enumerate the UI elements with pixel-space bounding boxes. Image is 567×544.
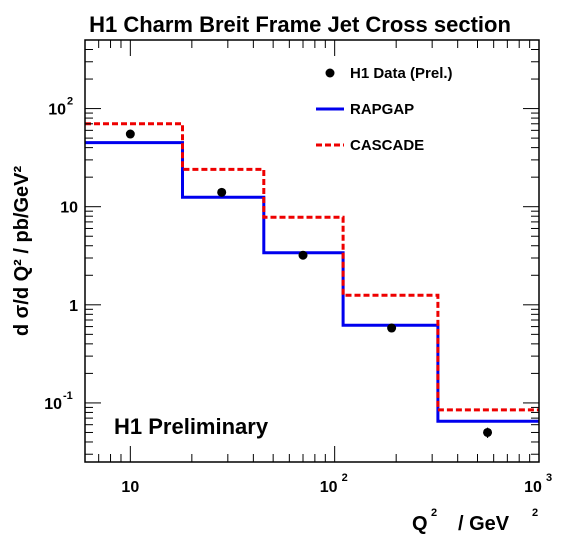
x-tick-label: 10 3 (524, 472, 552, 496)
y-tick-label: 10 (60, 200, 78, 217)
x-axis-label-sup: 2 (431, 507, 437, 519)
svg-text:10: 10 (44, 396, 62, 413)
series-cascade-line (85, 122, 539, 412)
svg-text:10: 10 (60, 200, 78, 217)
y-tick-label: 10 -1 (44, 390, 73, 413)
x-tick-label: 10 2 (320, 472, 348, 496)
legend-label: H1 Data (Prel.) (350, 65, 453, 82)
x-axis-label-base: Q (412, 513, 428, 535)
annotation-h1-preliminary: H1 Preliminary (114, 414, 269, 439)
data-point (483, 427, 493, 437)
y-tick-label: 1 (69, 298, 78, 315)
svg-text:-1: -1 (63, 390, 73, 402)
svg-text:10: 10 (524, 479, 542, 496)
plot-frame (84, 39, 540, 463)
data-point (217, 187, 227, 197)
svg-text:d σ/d Q² / pb/GeV²: d σ/d Q² / pb/GeV² (11, 165, 33, 336)
svg-text:10: 10 (121, 479, 139, 496)
svg-text:10: 10 (48, 102, 66, 119)
legend-label: RAPGAP (350, 101, 414, 118)
svg-text:2: 2 (342, 472, 348, 484)
chart-title: H1 Charm Breit Frame Jet Cross section (89, 12, 511, 37)
series-rapgap-line (85, 141, 539, 423)
legend-entry-rapgap: RAPGAP (316, 101, 414, 118)
data-point (298, 250, 308, 260)
y-tick-label: 10 2 (48, 96, 73, 119)
svg-text:1: 1 (69, 298, 78, 315)
legend-label: CASCADE (350, 137, 424, 154)
legend-entry-cascade: CASCADE (316, 137, 424, 154)
data-point (125, 129, 135, 139)
x-axis-label-unit-sup: 2 (532, 507, 538, 519)
legend: H1 Data (Prel.) RAPGAP CASCADE (316, 65, 453, 154)
x-tick-label: 10 (121, 479, 139, 496)
y-axis-label: d σ/d Q² / pb/GeV² (11, 165, 33, 336)
legend-entry-h1-data-prel: H1 Data (Prel.) (325, 65, 453, 82)
x-axis-label: Q 2 / GeV 2 (412, 507, 538, 535)
svg-text:10: 10 (320, 479, 338, 496)
svg-text:2: 2 (67, 96, 73, 108)
legend-marker (325, 68, 335, 78)
data-point (387, 323, 397, 333)
x-axis-label-unit: / GeV (458, 513, 510, 535)
svg-text:3: 3 (546, 472, 552, 484)
